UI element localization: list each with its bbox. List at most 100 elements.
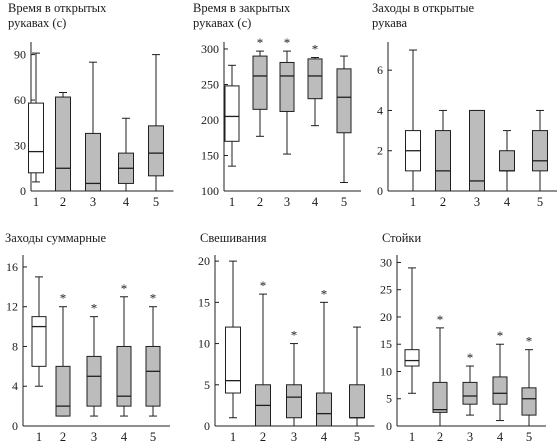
panel-1-box-1 bbox=[252, 55, 268, 110]
panel-2-x-tick-label-3: 4 bbox=[504, 195, 511, 209]
panel-2-box-4 bbox=[532, 130, 548, 172]
panel-5-box-0 bbox=[404, 349, 420, 367]
panel-4-y-tick-label-3: 15 bbox=[198, 295, 210, 309]
panel-5-title: Стойки bbox=[382, 231, 421, 246]
panel-5-y-tick-label-0: 0 bbox=[386, 419, 392, 433]
panel-3-x-tick-label-0: 1 bbox=[36, 430, 42, 444]
panel-3-y-tick-label-3: 12 bbox=[6, 300, 18, 314]
panel-5-x-tick-label-4: 5 bbox=[526, 430, 532, 444]
panel-2-y-tick-label-2: 4 bbox=[377, 103, 383, 117]
panel-2-title: Заходы в открытые рукава bbox=[372, 1, 474, 31]
panel-0-y-tick-label-2: 60 bbox=[14, 93, 26, 107]
panel-1-significance-mark-1: * bbox=[257, 35, 264, 50]
panel-1-title: Время в закрытых рукавах (с) bbox=[193, 1, 290, 31]
panel-1-y-tick-label-0: 100 bbox=[201, 184, 219, 198]
panel-0-box-2 bbox=[85, 132, 101, 192]
panel-2-x-tick-label-4: 5 bbox=[537, 195, 543, 209]
panel-0-x-tick-label-1: 2 bbox=[60, 195, 66, 209]
panel-1-x-tick-label-4: 5 bbox=[341, 195, 347, 209]
panel-0-y-tick-label-0: 0 bbox=[20, 184, 26, 198]
panel-5-box-1 bbox=[432, 381, 448, 413]
panel-0-box-0 bbox=[28, 102, 44, 174]
panel-0-x-tick-label-0: 1 bbox=[33, 195, 39, 209]
panel-4-box-4 bbox=[349, 384, 365, 419]
panel-1-x-tick-label-3: 4 bbox=[312, 195, 319, 209]
panel-4-title: Свешивания bbox=[200, 231, 266, 246]
panel-0-x-tick-label-3: 4 bbox=[123, 195, 130, 209]
panel-0-title-line-1: Время в открытых bbox=[8, 1, 107, 15]
panel-3-x-tick-label-1: 2 bbox=[60, 430, 66, 444]
panel-1-y-tick-label-4: 300 bbox=[201, 42, 219, 56]
panel-1-box-4 bbox=[336, 68, 352, 134]
panel-5-significance-mark-1: * bbox=[437, 312, 444, 327]
panel-3-x-tick-label-3: 4 bbox=[121, 430, 128, 444]
panel-1-y-tick-label-2: 200 bbox=[201, 113, 219, 127]
panel-5-significance-mark-2: * bbox=[467, 350, 474, 365]
panel-1-x-tick-label-0: 1 bbox=[229, 195, 235, 209]
panel-4-box-3 bbox=[316, 392, 332, 427]
panel-5-y-tick-label-4: 20 bbox=[380, 310, 392, 324]
panel-0-box-4 bbox=[148, 125, 164, 177]
panel-5-y-tick-label-2: 10 bbox=[380, 364, 392, 378]
panel-4-y-tick-label-0: 0 bbox=[204, 419, 210, 433]
panel-0-x-tick-label-2: 3 bbox=[90, 195, 96, 209]
panel-4-box-0 bbox=[225, 326, 241, 394]
panel-5-y-tick-label-5: 25 bbox=[380, 283, 392, 297]
panel-3-x-tick-label-4: 5 bbox=[150, 430, 156, 444]
panel-1-box-2 bbox=[279, 61, 295, 112]
panel-5-box-2 bbox=[462, 381, 478, 405]
panel-5-y-tick-label-3: 15 bbox=[380, 337, 392, 351]
panel-4-significance-mark-2: * bbox=[291, 328, 298, 343]
panel-1-box-0 bbox=[224, 85, 240, 142]
panel-5-y-tick-label-6: 30 bbox=[380, 255, 392, 269]
panel-2-x-tick-label-1: 2 bbox=[440, 195, 446, 209]
panel-2-box-3 bbox=[499, 150, 515, 172]
panel-5-x-tick-label-2: 3 bbox=[467, 430, 473, 444]
panel-4-significance-mark-1: * bbox=[260, 278, 267, 293]
panel-3-box-1 bbox=[55, 365, 71, 417]
panel-4-y-tick-label-2: 10 bbox=[198, 337, 210, 351]
panel-3-y-tick-label-1: 4 bbox=[12, 379, 18, 393]
panel-3-box-4 bbox=[145, 345, 161, 407]
panel-1-x-tick-label-2: 3 bbox=[284, 195, 290, 209]
panel-0-y-tick-label-1: 30 bbox=[14, 139, 26, 153]
panel-3-y-tick-label-2: 8 bbox=[12, 339, 18, 353]
panel-0-y-tick-label-3: 90 bbox=[14, 48, 26, 62]
panel-1-y-tick-label-1: 150 bbox=[201, 148, 219, 162]
panel-5-box-3 bbox=[492, 376, 508, 405]
panel-3-x-tick-label-2: 3 bbox=[91, 430, 97, 444]
panel-0-title-line-2: рукавах (с) bbox=[8, 16, 67, 30]
panel-2-y-tick-label-3: 6 bbox=[377, 63, 383, 77]
panel-4-x-tick-label-0: 1 bbox=[230, 430, 236, 444]
panel-3-box-3 bbox=[116, 345, 132, 407]
panel-5-box-4 bbox=[521, 387, 537, 416]
panel-4-y-tick-label-1: 5 bbox=[204, 378, 210, 392]
panel-3-y-tick-label-0: 0 bbox=[12, 419, 18, 433]
panel-3-significance-mark-1: * bbox=[60, 291, 67, 306]
panel-0-title: Время в открытых рукавах (с) bbox=[8, 1, 106, 31]
panel-3-title: Заходы суммарные bbox=[5, 231, 106, 246]
panel-5-significance-mark-4: * bbox=[526, 334, 533, 349]
panel-5-title-line-1: Стойки bbox=[382, 231, 422, 245]
panel-3-title-line-1: Заходы суммарные bbox=[5, 231, 106, 245]
panel-1-y-tick-label-3: 250 bbox=[201, 77, 219, 91]
panel-1-significance-mark-2: * bbox=[284, 35, 291, 50]
panel-0-x-tick-label-4: 5 bbox=[153, 195, 159, 209]
panel-1-title-line-2: рукавах (с) bbox=[193, 16, 252, 30]
panel-2-y-tick-label-0: 0 bbox=[377, 184, 383, 198]
panel-2-title-line-2: рукава bbox=[372, 16, 408, 30]
panel-4-significance-mark-3: * bbox=[321, 286, 328, 301]
panel-3-significance-mark-4: * bbox=[150, 291, 157, 306]
panel-1-title-line-1: Время в закрытых bbox=[193, 1, 291, 15]
panel-4-x-tick-label-2: 3 bbox=[291, 430, 297, 444]
panel-2-x-tick-label-0: 1 bbox=[410, 195, 416, 209]
panel-3-box-0 bbox=[31, 316, 47, 367]
panel-4-x-tick-label-4: 5 bbox=[354, 430, 360, 444]
panel-5-x-tick-label-3: 4 bbox=[497, 430, 504, 444]
panel-5-significance-mark-3: * bbox=[497, 328, 504, 343]
panel-5-x-tick-label-0: 1 bbox=[409, 430, 415, 444]
panel-2-x-tick-label-2: 3 bbox=[474, 195, 480, 209]
panel-1-x-tick-label-1: 2 bbox=[257, 195, 263, 209]
panel-1-significance-mark-3: * bbox=[312, 41, 319, 56]
